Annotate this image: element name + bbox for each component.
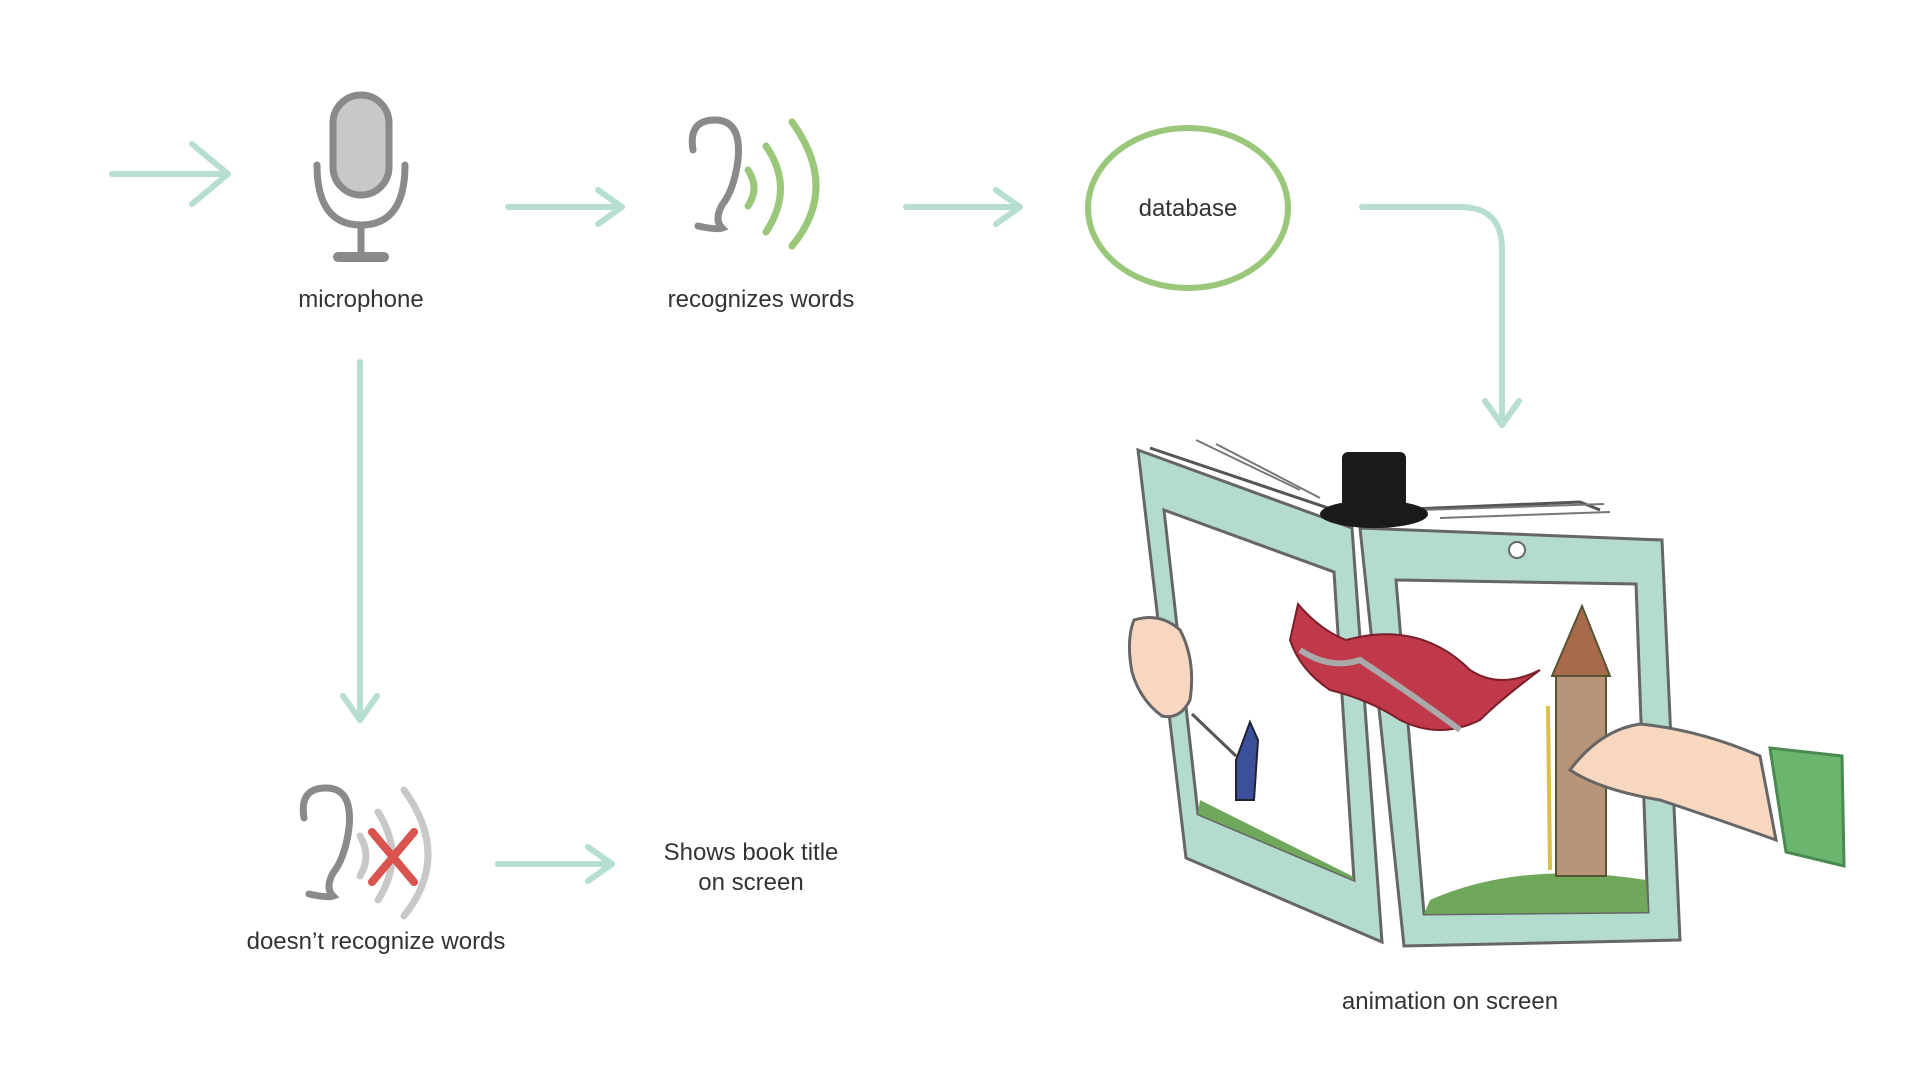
microphone-icon: [313, 91, 409, 262]
database-label: database: [1138, 195, 1238, 222]
arrow-mic-down: [340, 359, 380, 723]
cross-icon: [368, 828, 418, 886]
arrow-database-to-book: [1359, 204, 1522, 428]
recognizes-words-label: recognizes words: [667, 286, 855, 313]
book-tablet-illustration: [1127, 439, 1846, 948]
microphone-label: microphone: [298, 286, 424, 313]
arrow-notrecognize-to-title: [495, 844, 615, 884]
database-ellipse: [1085, 125, 1291, 291]
shows-book-title-label: Shows book title on screen: [636, 838, 866, 898]
ear-icon: [299, 784, 354, 901]
entry-arrow: [109, 141, 231, 207]
arrow-mic-to-recognize: [505, 187, 625, 227]
shows-book-title-line-1: Shows book title: [663, 839, 839, 866]
arrow-recognize-to-database: [903, 187, 1023, 227]
shows-book-title-line-2: on screen: [698, 869, 804, 896]
ear-icon: [688, 116, 743, 233]
animation-on-screen-label: animation on screen: [1341, 988, 1559, 1015]
doesnt-recognize-words-label: doesn’t recognize words: [246, 928, 506, 955]
sound-waves-icon: [744, 118, 820, 250]
